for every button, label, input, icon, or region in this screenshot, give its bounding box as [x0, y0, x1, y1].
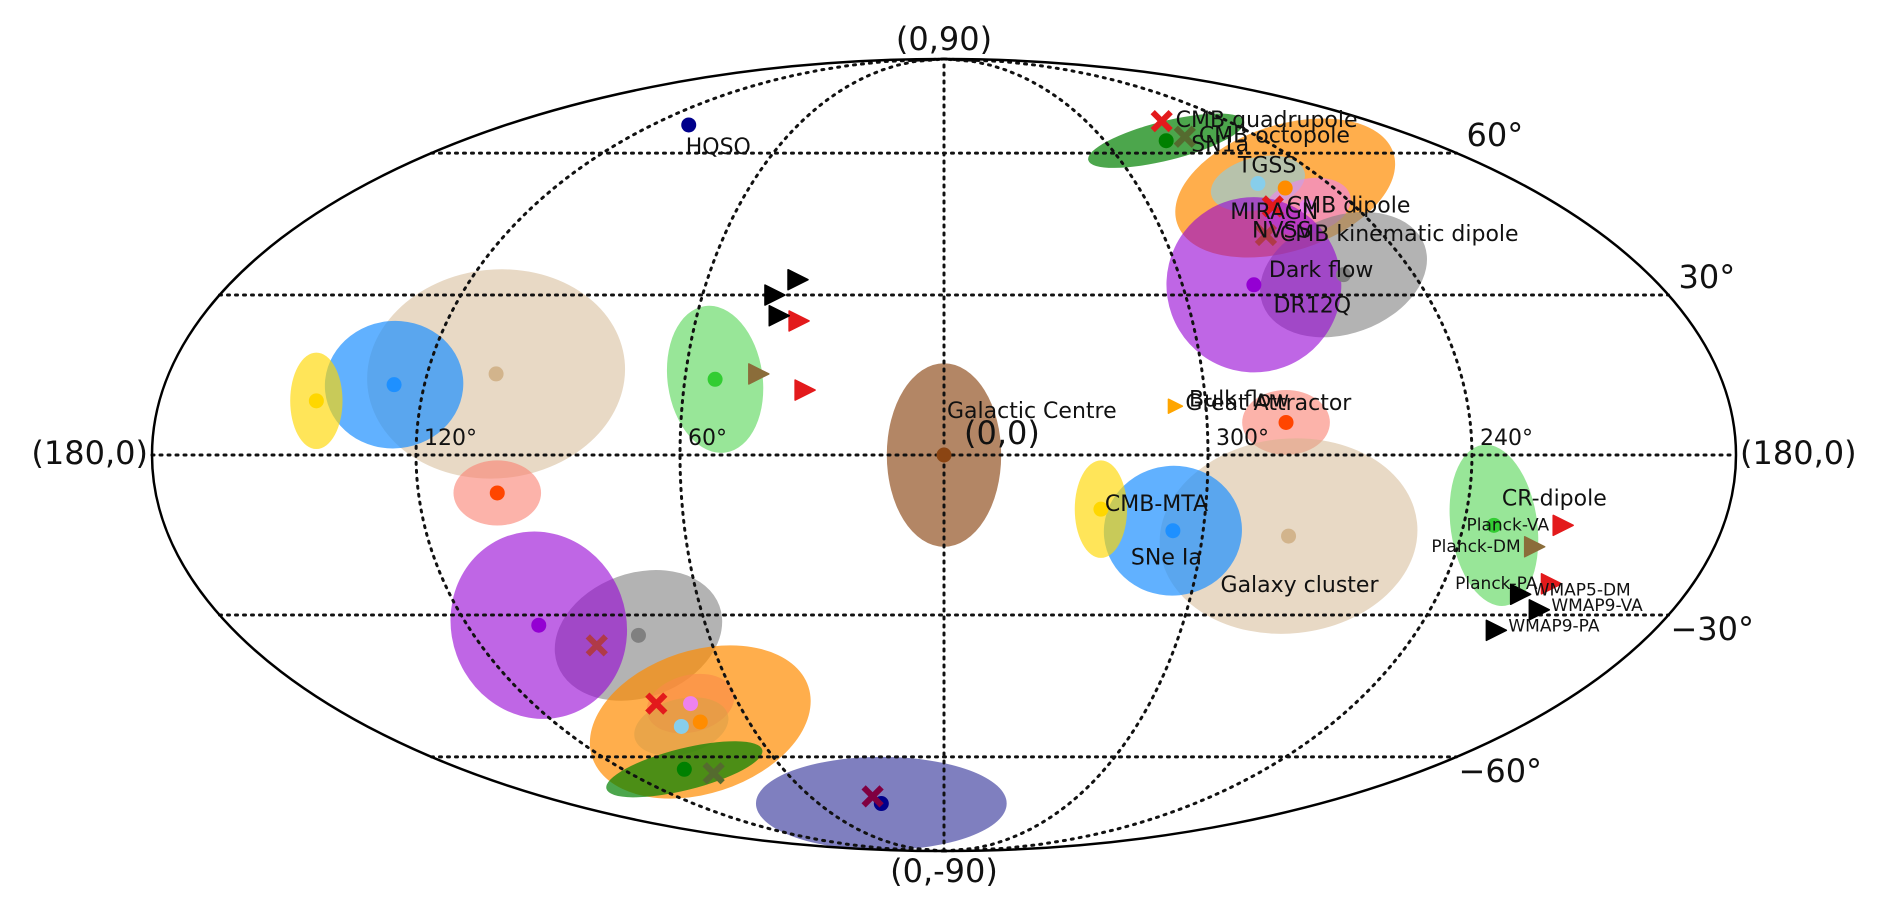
- meridian-label: 300°: [1216, 426, 1269, 451]
- triangle-marker: [788, 310, 810, 332]
- point-dot: [488, 366, 504, 382]
- cross-stroke-b: [861, 785, 884, 808]
- parallel-label: −30°: [1670, 610, 1754, 648]
- region-label: TGSS: [1237, 154, 1296, 179]
- region-label: Galaxy cluster: [1221, 573, 1380, 598]
- triangle-marker: [748, 363, 770, 385]
- cross-label: CMB dipole: [1287, 193, 1411, 218]
- point-dot: [683, 696, 699, 712]
- cross-marker: [861, 785, 884, 808]
- point-dot: [1246, 277, 1262, 293]
- cross-marker: [1254, 223, 1278, 247]
- point-dot: [386, 377, 402, 393]
- point-dot: [676, 761, 692, 777]
- graticule-grid: [150, 57, 1738, 853]
- meridian-label: 60°: [688, 426, 727, 451]
- point-dot: [1093, 501, 1109, 517]
- marker-label: Great Attractor: [1185, 391, 1352, 416]
- triangle-marker: [1509, 583, 1532, 606]
- triangle-marker: [1167, 398, 1184, 414]
- cross-stroke-b: [1254, 223, 1278, 247]
- point-dot: [1278, 414, 1294, 430]
- cross-stroke-b: [1173, 125, 1196, 148]
- point-dot: [692, 714, 708, 730]
- meridian-label: 240°: [1480, 426, 1533, 451]
- region-label: CMB-MTA: [1105, 492, 1208, 517]
- point-dot: [1299, 198, 1315, 214]
- parallel-label: −60°: [1459, 752, 1543, 790]
- triangle-marker: [768, 304, 790, 327]
- triangle-marker: [1552, 514, 1574, 537]
- cross-stroke-b: [645, 692, 668, 715]
- triangle-marker: [787, 268, 809, 291]
- marker-label: Planck-VA: [1467, 515, 1550, 535]
- point-dot: [707, 371, 723, 387]
- edge-label-left: (180,0): [31, 434, 148, 472]
- marker-label: WMAP9-VA: [1551, 596, 1643, 616]
- cross-label: CMB kinematic dipole: [1280, 222, 1519, 247]
- triangle-marker: [1528, 599, 1551, 621]
- meridian-label: 120°: [424, 426, 477, 451]
- cross-label: CMB octopole: [1199, 124, 1350, 149]
- region-label: SN1a: [1191, 133, 1249, 158]
- projection-boundary: [150, 57, 1738, 853]
- point-dot: [936, 447, 952, 463]
- region-label: SNe Ia: [1131, 546, 1202, 571]
- region-label: Dark flow: [1269, 258, 1374, 283]
- point-dot: [531, 617, 547, 633]
- cross-stroke-b: [1150, 110, 1173, 133]
- point-dot: [1336, 267, 1352, 283]
- cross-marker: [1150, 110, 1173, 133]
- map-boundary: [150, 57, 1738, 853]
- parallel-label: 30°: [1678, 258, 1735, 296]
- cross-marker: [645, 692, 668, 715]
- triangle-marker: [764, 284, 786, 306]
- marker-label: WMAP9-PA: [1508, 616, 1599, 636]
- point-dot: [1277, 180, 1293, 196]
- marker-label: Planck-DM: [1431, 537, 1520, 557]
- region-label: Bulk flow: [1189, 387, 1289, 412]
- triangle-marker: [1523, 536, 1546, 558]
- point-dot: [489, 485, 505, 501]
- meridian-label: (0,0): [964, 414, 1040, 452]
- data-marks-layer: [308, 110, 1574, 812]
- marker-label: WMAP5-DM: [1533, 580, 1631, 600]
- edge-label-bottom: (0,-90): [890, 852, 998, 890]
- point-dot: [681, 117, 697, 133]
- region-label: Galactic Centre: [947, 399, 1117, 424]
- point-dot: [308, 393, 324, 409]
- region-label: DR12Q: [1274, 294, 1352, 319]
- edge-label-top: (0,90): [896, 20, 992, 58]
- point-dot: [1158, 133, 1174, 149]
- cross-stroke-b: [585, 634, 608, 657]
- point-dot: [1250, 176, 1266, 192]
- region-label: CR-dipole: [1502, 486, 1607, 511]
- parallel-label: 60°: [1467, 116, 1524, 154]
- point-dot: [1165, 523, 1181, 539]
- point-dot: [630, 627, 646, 643]
- cross-marker: [585, 634, 608, 657]
- cross-label: CMB quadrupole: [1176, 108, 1358, 133]
- cross-stroke-b: [702, 762, 725, 785]
- triangle-marker: [1485, 619, 1508, 642]
- triangle-marker: [794, 379, 816, 401]
- point-dot: [1486, 517, 1502, 533]
- point-dot: [673, 718, 689, 734]
- cross-stroke-b: [1261, 195, 1284, 218]
- region-label: NVSS: [1252, 218, 1311, 243]
- point-dot: [1281, 528, 1297, 544]
- cross-marker: [702, 762, 725, 785]
- cross-marker: [1261, 195, 1284, 218]
- edge-label-right: (180,0): [1740, 434, 1857, 472]
- triangle-marker: [1540, 573, 1563, 595]
- marker-label: Planck-PA: [1455, 574, 1538, 594]
- point-label: HQSO: [686, 135, 751, 160]
- region-label: MIRAGN: [1230, 200, 1318, 225]
- cross-marker: [1173, 125, 1196, 148]
